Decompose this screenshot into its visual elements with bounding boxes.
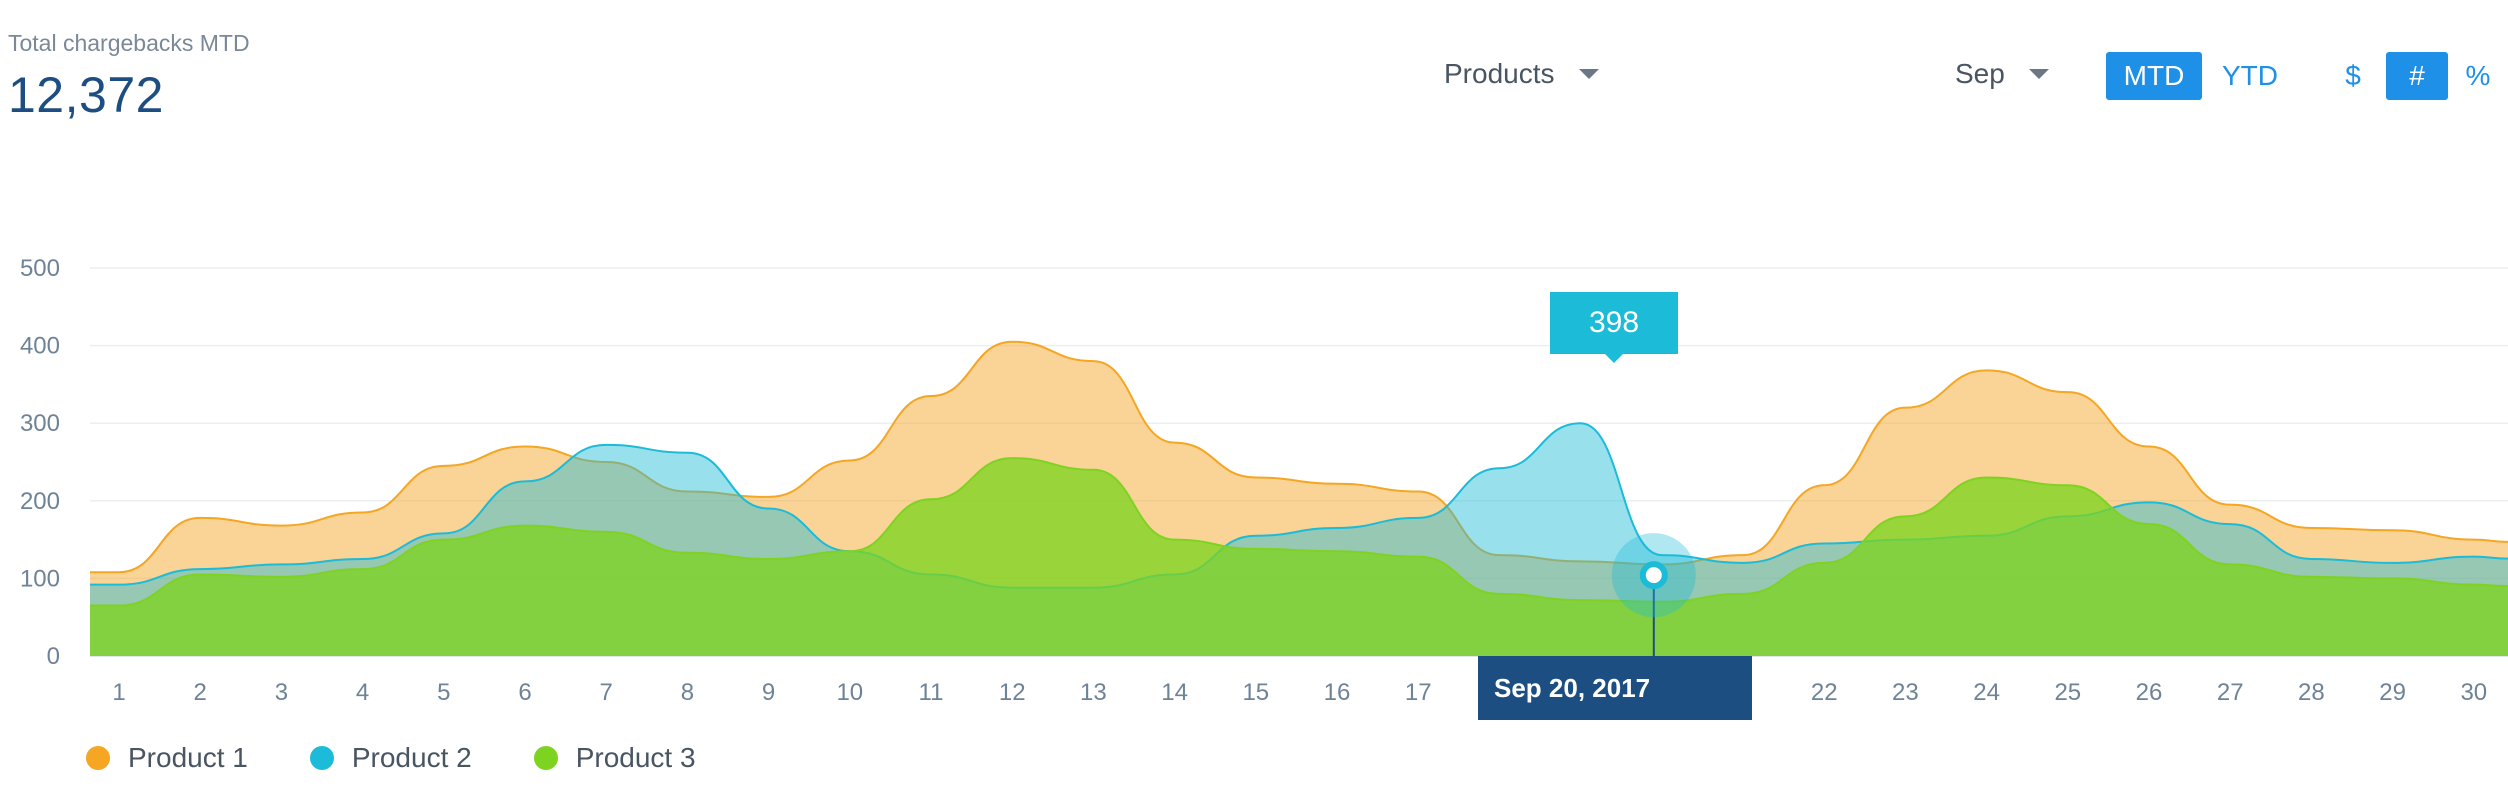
x-tick-label: 5: [437, 679, 450, 706]
hover-point[interactable]: [1639, 561, 1668, 590]
series-line-3: [90, 457, 2508, 607]
x-tick-label: 24: [1973, 679, 2000, 706]
dollar-toggle-button[interactable]: $: [2345, 60, 2361, 91]
series-line-1: [89, 340, 2508, 574]
ytd-toggle-button[interactable]: YTD: [2222, 60, 2278, 91]
x-tick-label: 6: [518, 679, 531, 706]
chevron-down-icon: [1578, 69, 1599, 79]
y-tick-label: 200: [20, 488, 60, 515]
x-tick-label: 16: [1324, 679, 1351, 706]
legend-dot: [309, 746, 334, 770]
x-tick-label: 17: [1405, 679, 1432, 706]
series-area-3: [90, 458, 2508, 656]
legend-dot: [86, 746, 110, 770]
legend-dot: [533, 746, 558, 770]
x-tick-label: 14: [1161, 679, 1188, 706]
x-axis: 1 2 3 4 5 6 7 8 9 10 11 12 13 14 15 16 17 22 23 24 25 26 27 28 2…: [112, 679, 2487, 706]
tooltip-value: 398: [1550, 292, 1678, 363]
legend-item-product-1[interactable]: Product 1: [86, 742, 248, 774]
legend-label: Product 1: [128, 742, 248, 773]
y-axis: 0 100 200 300 400 500: [20, 255, 60, 670]
y-tick-label: 400: [20, 333, 60, 360]
percent-toggle-button[interactable]: %: [2465, 60, 2491, 91]
count-toggle-button[interactable]: #: [2386, 52, 2448, 100]
x-tick-label: 11: [919, 679, 944, 706]
x-tick-label: 2: [194, 679, 207, 706]
x-tick-label: 15: [1242, 679, 1269, 706]
tooltip-value-text: 398: [1588, 306, 1640, 339]
x-tick-label: 13: [1080, 679, 1107, 706]
x-tick-label: 10: [836, 679, 863, 706]
tooltip-arrow: [1605, 354, 1623, 363]
x-tick-label: 22: [1811, 679, 1838, 706]
y-tick-label: 100: [20, 565, 60, 592]
legend-item-product-2[interactable]: Product 2: [309, 742, 472, 774]
products-dropdown-label: Products: [1444, 58, 1555, 89]
x-tick-label: 29: [2379, 679, 2406, 706]
mtd-toggle-button[interactable]: MTD: [2106, 52, 2202, 100]
products-dropdown[interactable]: Products: [1444, 58, 1599, 90]
x-tick-label: 4: [356, 679, 369, 706]
x-tick-label: 1: [112, 679, 125, 706]
tooltip-date: Sep 20, 2017: [1478, 656, 1752, 720]
chart-legend: Product 1 Product 2 Product 3: [86, 742, 758, 774]
y-tick-label: 300: [20, 410, 60, 437]
legend-label: Product 2: [351, 742, 472, 773]
x-tick-label: 3: [275, 679, 288, 706]
x-tick-label: 26: [2136, 679, 2163, 706]
hover-marker: [1611, 533, 1696, 656]
x-tick-label: 9: [762, 679, 775, 706]
chevron-down-icon: [2028, 69, 2049, 79]
x-tick-label: 8: [681, 679, 694, 706]
x-tick-label: 30: [2460, 679, 2487, 706]
kpi-label: Total chargebacks MTD: [8, 30, 250, 56]
month-dropdown[interactable]: Sep: [1955, 58, 2049, 90]
y-tick-label: 0: [47, 643, 60, 670]
y-tick-label: 500: [20, 255, 60, 282]
x-tick-label: 27: [2217, 679, 2244, 706]
x-tick-label: 28: [2298, 679, 2325, 706]
series-areas: [89, 340, 2508, 656]
x-tick-label: 25: [2054, 679, 2081, 706]
legend-label: Product 3: [575, 742, 696, 773]
kpi-value: 12,372: [8, 67, 164, 123]
legend-item-product-3[interactable]: Product 3: [533, 742, 696, 774]
x-tick-label: 12: [999, 679, 1026, 706]
series-line-2: [90, 422, 2508, 589]
x-tick-label: 7: [600, 679, 613, 706]
x-tick-label: 23: [1892, 679, 1919, 706]
month-dropdown-label: Sep: [1955, 58, 2005, 89]
